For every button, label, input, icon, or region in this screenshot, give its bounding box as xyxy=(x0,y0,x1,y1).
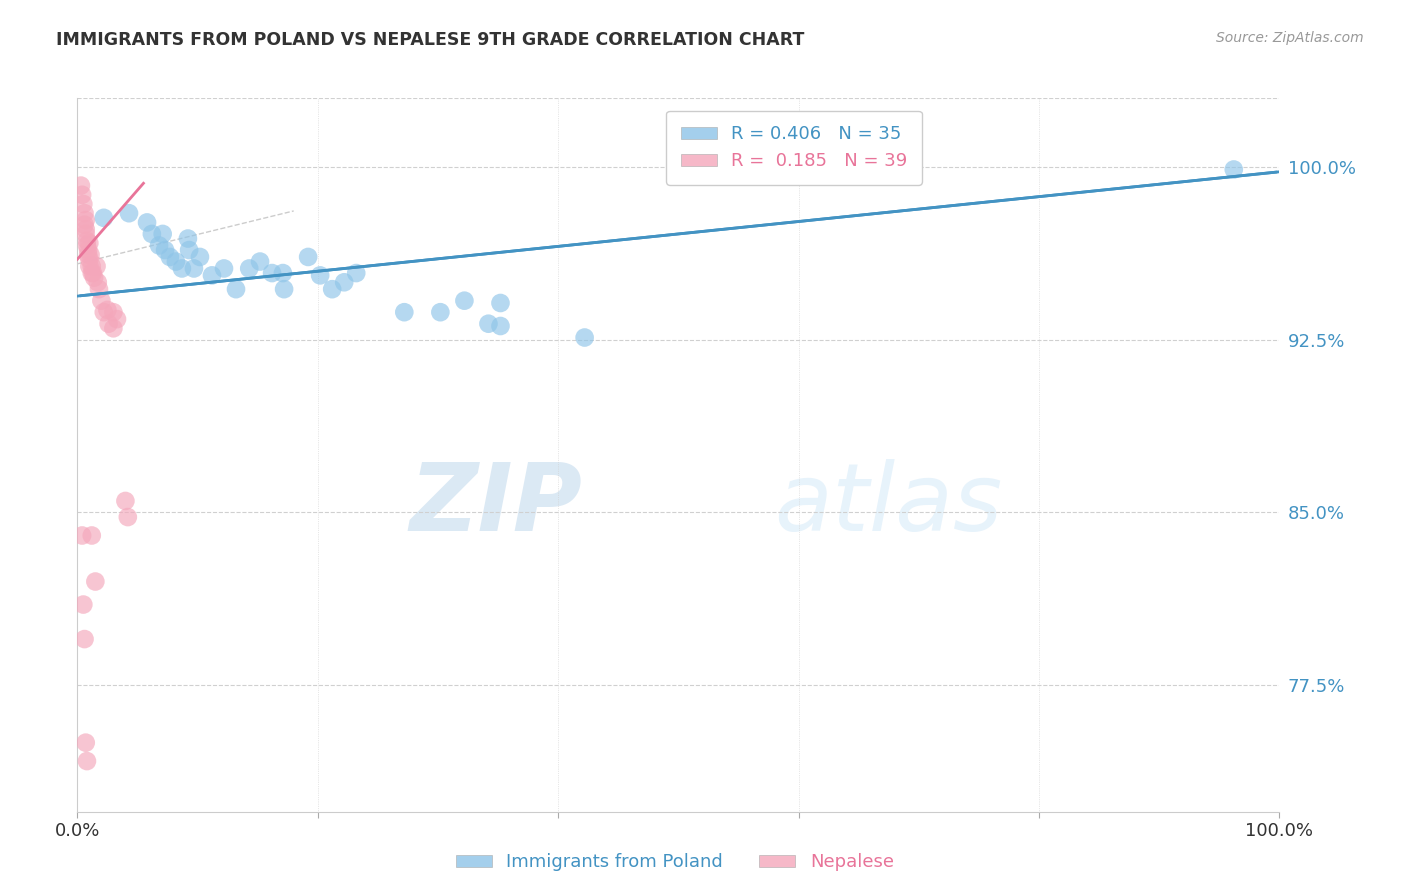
Legend: R = 0.406   N = 35, R =  0.185   N = 39: R = 0.406 N = 35, R = 0.185 N = 39 xyxy=(666,111,922,185)
Point xyxy=(97,317,120,331)
Point xyxy=(73,632,96,646)
Point xyxy=(179,243,201,257)
Point xyxy=(225,282,247,296)
Point xyxy=(453,293,475,308)
Point xyxy=(73,218,96,232)
Point xyxy=(477,317,499,331)
Point xyxy=(79,259,101,273)
Legend: Immigrants from Poland, Nepalese: Immigrants from Poland, Nepalese xyxy=(449,847,901,879)
Point xyxy=(170,261,193,276)
Point xyxy=(76,754,98,768)
Point xyxy=(165,254,187,268)
Point xyxy=(70,528,93,542)
Point xyxy=(73,206,96,220)
Point xyxy=(82,266,104,280)
Point xyxy=(114,494,136,508)
Point xyxy=(75,213,97,227)
Point xyxy=(90,293,112,308)
Point xyxy=(141,227,163,241)
Point xyxy=(103,321,125,335)
Point xyxy=(76,234,98,248)
Point xyxy=(249,254,271,268)
Point xyxy=(152,227,174,241)
Point xyxy=(118,206,141,220)
Point xyxy=(271,266,294,280)
Point xyxy=(153,243,176,257)
Point xyxy=(79,252,101,267)
Point xyxy=(79,247,101,261)
Point xyxy=(309,268,332,283)
Point xyxy=(344,266,367,280)
Text: atlas: atlas xyxy=(775,459,1002,550)
Text: IMMIGRANTS FROM POLAND VS NEPALESE 9TH GRADE CORRELATION CHART: IMMIGRANTS FROM POLAND VS NEPALESE 9TH G… xyxy=(56,31,804,49)
Point xyxy=(77,247,100,261)
Point xyxy=(262,266,284,280)
Point xyxy=(177,231,200,245)
Point xyxy=(75,736,97,750)
Point xyxy=(321,282,343,296)
Point xyxy=(87,282,110,296)
Point xyxy=(489,296,512,310)
Point xyxy=(238,261,260,276)
Point xyxy=(83,270,105,285)
Point xyxy=(93,305,115,319)
Point xyxy=(70,178,93,193)
Text: Source: ZipAtlas.com: Source: ZipAtlas.com xyxy=(1216,31,1364,45)
Point xyxy=(394,305,416,319)
Point xyxy=(84,574,107,589)
Point xyxy=(93,211,115,225)
Point xyxy=(87,275,110,289)
Point xyxy=(136,215,159,229)
Point xyxy=(79,236,101,251)
Point xyxy=(70,187,93,202)
Point xyxy=(333,275,356,289)
Point xyxy=(80,528,103,542)
Point xyxy=(212,261,235,276)
Point xyxy=(117,510,139,524)
Point xyxy=(429,305,451,319)
Point xyxy=(273,282,295,296)
Point xyxy=(201,268,224,283)
Text: ZIP: ZIP xyxy=(409,458,582,551)
Point xyxy=(75,227,97,241)
Point xyxy=(72,598,94,612)
Point xyxy=(188,250,211,264)
Point xyxy=(86,259,108,273)
Point xyxy=(105,312,128,326)
Point xyxy=(297,250,319,264)
Point xyxy=(76,238,98,252)
Point xyxy=(159,250,181,264)
Point xyxy=(183,261,205,276)
Point xyxy=(77,243,100,257)
Point xyxy=(80,266,103,280)
Point xyxy=(96,302,118,317)
Point xyxy=(1223,162,1246,177)
Point xyxy=(80,259,103,273)
Point xyxy=(103,305,125,319)
Point xyxy=(75,222,97,236)
Point xyxy=(72,197,94,211)
Point xyxy=(148,238,170,252)
Point xyxy=(489,318,512,333)
Point xyxy=(574,330,596,344)
